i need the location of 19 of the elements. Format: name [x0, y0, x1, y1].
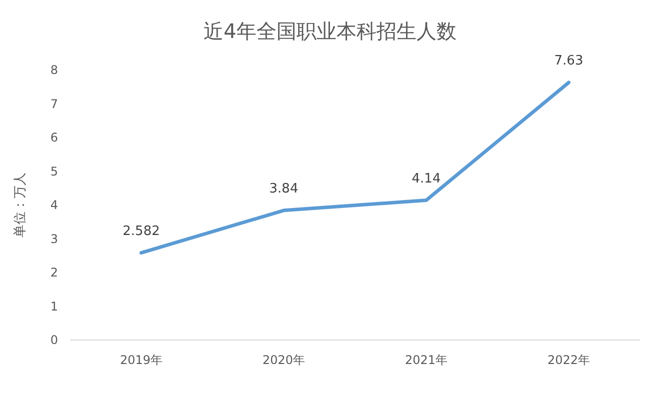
- y-tick-label: 4: [50, 198, 58, 212]
- y-tick-label: 6: [50, 130, 58, 144]
- y-tick-label: 3: [50, 232, 58, 246]
- data-label: 2.582: [122, 224, 160, 239]
- data-label: 7.63: [554, 53, 584, 68]
- y-tick-label: 7: [50, 96, 58, 111]
- y-tick-label: 0: [50, 333, 58, 347]
- y-tick-label: 8: [50, 63, 58, 77]
- y-axis-title: 单位：万人: [13, 172, 28, 238]
- data-label: 3.84: [269, 181, 298, 196]
- y-tick-label: 5: [50, 164, 58, 178]
- y-tick-label: 1: [50, 299, 58, 314]
- chart-title: 近4年全国职业本科招生人数: [204, 19, 456, 43]
- x-tick-label: 2019年: [120, 353, 163, 367]
- y-tick-label: 2: [50, 266, 58, 280]
- x-tick-label: 2020年: [262, 353, 306, 367]
- x-tick-label: 2022年: [547, 353, 590, 367]
- data-label: 4.14: [412, 171, 441, 186]
- x-tick-label: 2021年: [404, 353, 448, 367]
